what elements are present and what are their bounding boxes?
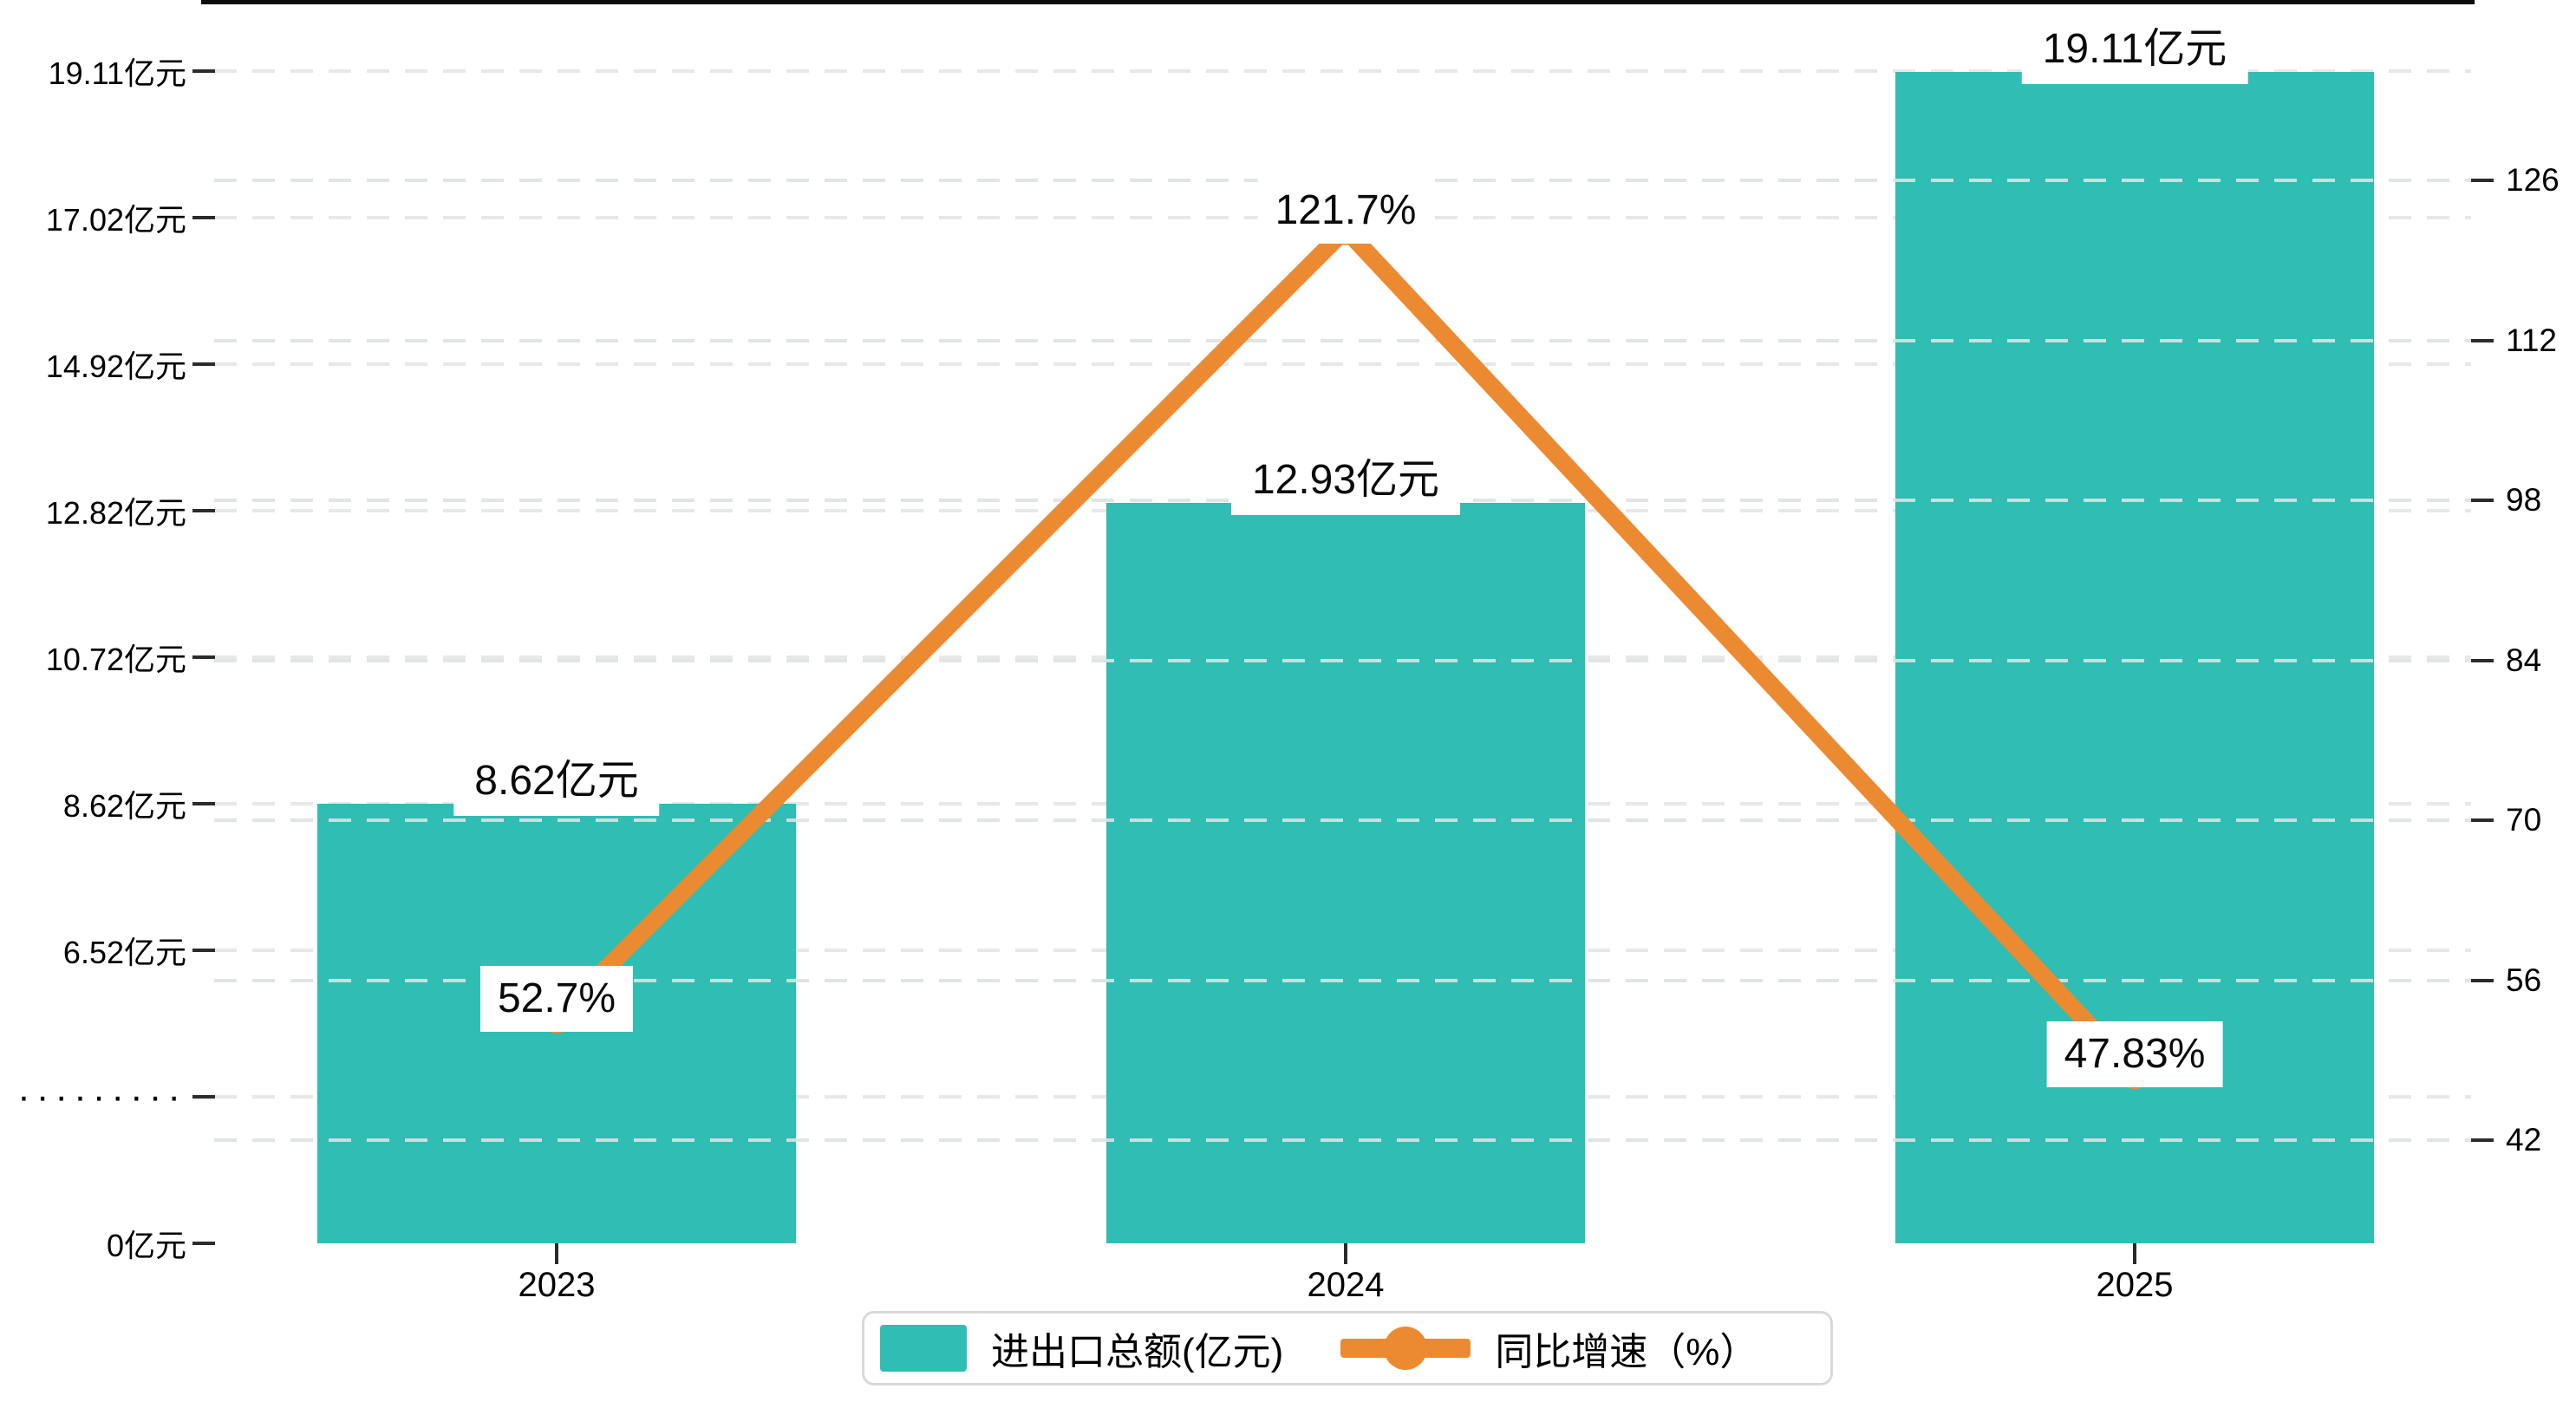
left-axis-tick-label: 19.11亿元 xyxy=(48,55,186,91)
gridline-left xyxy=(214,362,2471,366)
growth-line[interactable] xyxy=(550,217,2142,1079)
legend: 进出口总额(亿元) 同比增速（%） xyxy=(862,1311,1833,1386)
left-axis-tick-mark xyxy=(192,216,215,219)
left-axis-tick-label: 17.02亿元 xyxy=(45,202,186,238)
bar-2024[interactable] xyxy=(1106,503,1585,1243)
right-axis-tick-label: 70 xyxy=(2506,802,2542,838)
x-axis-tick-mark xyxy=(2133,1243,2136,1264)
gridline-left xyxy=(214,69,2471,73)
left-axis-tick-label: 12.82亿元 xyxy=(45,495,186,531)
legend-label-bar[interactable]: 进出口总额(亿元) xyxy=(991,1331,1284,1373)
x-axis-label-2025: 2025 xyxy=(2096,1266,2174,1304)
gridline-right xyxy=(214,658,2471,662)
x-axis-tick-mark xyxy=(1344,1243,1347,1264)
left-axis-tick-mark xyxy=(192,1242,215,1245)
left-axis-tick-mark xyxy=(192,69,215,73)
left-axis-tick-label: 6.52亿元 xyxy=(62,935,186,970)
growth-value-label-2024: 121.7% xyxy=(1257,177,1434,244)
right-axis-tick-mark xyxy=(2471,818,2494,822)
left-axis-tick-mark xyxy=(192,362,215,366)
right-axis-tick-mark xyxy=(2471,499,2494,502)
right-axis-tick-mark xyxy=(2471,658,2494,662)
right-axis-tick-mark xyxy=(2471,179,2494,182)
right-axis-tick-mark xyxy=(2471,1138,2494,1142)
left-axis-tick-label: ········· xyxy=(17,1075,186,1118)
right-axis-tick-label: 98 xyxy=(2506,482,2542,518)
left-axis-tick-label: 14.92亿元 xyxy=(45,349,186,384)
left-axis-tick-label: 0亿元 xyxy=(106,1228,186,1263)
right-axis-tick-label: 42 xyxy=(2506,1122,2542,1157)
x-axis-tick-mark xyxy=(555,1243,558,1264)
right-axis-tick-label: 56 xyxy=(2506,962,2542,998)
legend-line-icon[interactable] xyxy=(1340,1324,1471,1373)
right-axis-tick-mark xyxy=(2471,338,2494,342)
right-axis-tick-label: 126 xyxy=(2506,162,2560,198)
right-axis-tick-label: 112 xyxy=(2506,322,2557,358)
left-axis-tick-label: 10.72亿元 xyxy=(45,642,186,677)
left-axis-tick-mark xyxy=(192,949,215,952)
right-axis-tick-mark xyxy=(2471,978,2494,982)
left-axis-tick-mark xyxy=(192,1095,215,1099)
left-axis-tick-mark xyxy=(192,802,215,805)
x-axis-label-2024: 2024 xyxy=(1307,1266,1385,1304)
right-axis-tick-label: 84 xyxy=(2506,642,2542,678)
legend-line-dot-icon xyxy=(1384,1327,1428,1370)
gridline-right xyxy=(214,338,2471,342)
legend-bar-swatch[interactable] xyxy=(880,1325,967,1372)
growth-line-markers xyxy=(541,213,2150,1090)
growth-value-label-2023: 52.7% xyxy=(479,965,634,1032)
left-axis-tick-label: 8.62亿元 xyxy=(62,788,186,824)
gridline-right xyxy=(214,1138,2471,1142)
gridline-right xyxy=(214,978,2471,982)
growth-value-label-2025: 47.83% xyxy=(2046,1021,2223,1088)
bar-value-label-2025: 19.11亿元 xyxy=(2021,14,2248,84)
x-axis-line xyxy=(201,0,2475,4)
x-axis-label-2023: 2023 xyxy=(518,1266,596,1304)
legend-label-line[interactable]: 同比增速（%） xyxy=(1495,1331,1758,1373)
left-axis-tick-mark xyxy=(192,655,215,659)
bar-value-label-2023: 8.62亿元 xyxy=(453,747,660,816)
left-axis-tick-mark xyxy=(192,509,215,512)
gridline-right xyxy=(214,818,2471,822)
bar-value-label-2024: 12.93亿元 xyxy=(1230,446,1461,516)
